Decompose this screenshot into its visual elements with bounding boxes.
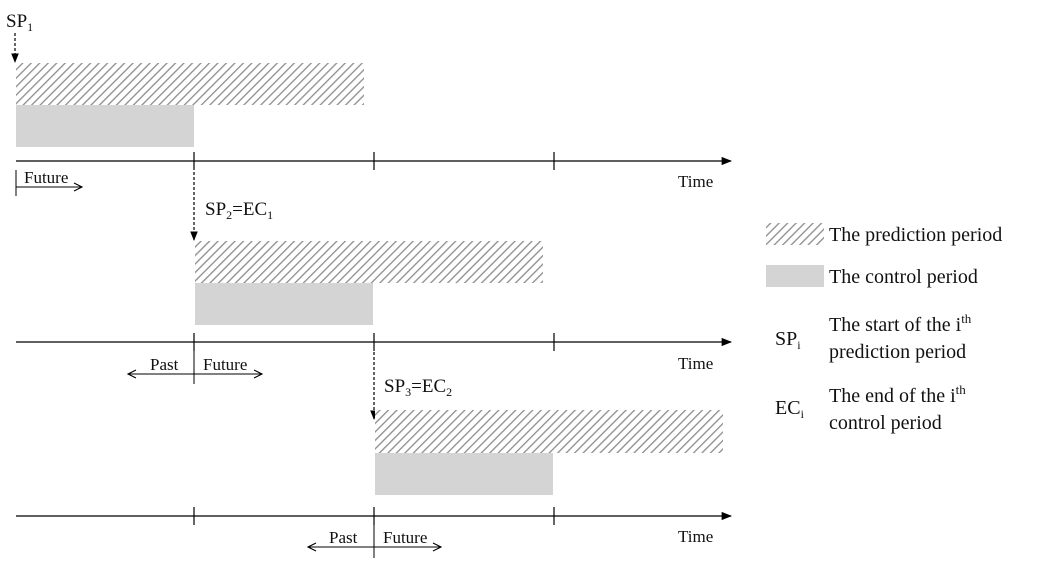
prediction-period-2 [195, 241, 543, 283]
legend-prediction-swatch [766, 223, 824, 245]
sp3-ec2-label: SP3=EC2 [384, 376, 452, 399]
time-label-2: Time [678, 354, 713, 373]
sp1-label: SP1 [6, 11, 33, 34]
legend-sp-desc-line2: prediction period [829, 341, 966, 363]
legend-sp-desc-line1: The start of the ith [829, 311, 972, 336]
past-label-2: Past [150, 355, 179, 374]
timeline-1: SP1 Time Future [6, 11, 733, 196]
legend-sp-symbol: SPi [775, 328, 801, 352]
legend-control-swatch [766, 265, 824, 287]
legend-control-label: The control period [829, 266, 978, 288]
prediction-period-1 [16, 63, 364, 105]
prediction-period-3 [375, 410, 723, 453]
future-label-2: Future [203, 355, 247, 374]
future-label-1: Future [24, 168, 68, 187]
past-label-3: Past [329, 528, 358, 547]
timeline-2: SP2=EC1 Time Past Future [16, 172, 733, 384]
control-period-1 [16, 105, 194, 147]
time-label-3: Time [678, 527, 713, 546]
time-label-1: Time [678, 172, 713, 191]
legend-ec-desc-line1: The end of the ith [829, 382, 966, 407]
legend-prediction-label: The prediction period [829, 224, 1002, 246]
control-period-2 [195, 283, 373, 325]
timeline-3: SP3=EC2 Time Past Future [16, 352, 733, 558]
legend-ec-desc-line2: control period [829, 412, 942, 434]
legend: The prediction period The control period… [766, 223, 1002, 434]
legend-ec-symbol: ECi [775, 397, 805, 421]
future-label-3: Future [383, 528, 427, 547]
control-period-3 [375, 453, 553, 495]
sp2-ec1-label: SP2=EC1 [205, 199, 273, 222]
